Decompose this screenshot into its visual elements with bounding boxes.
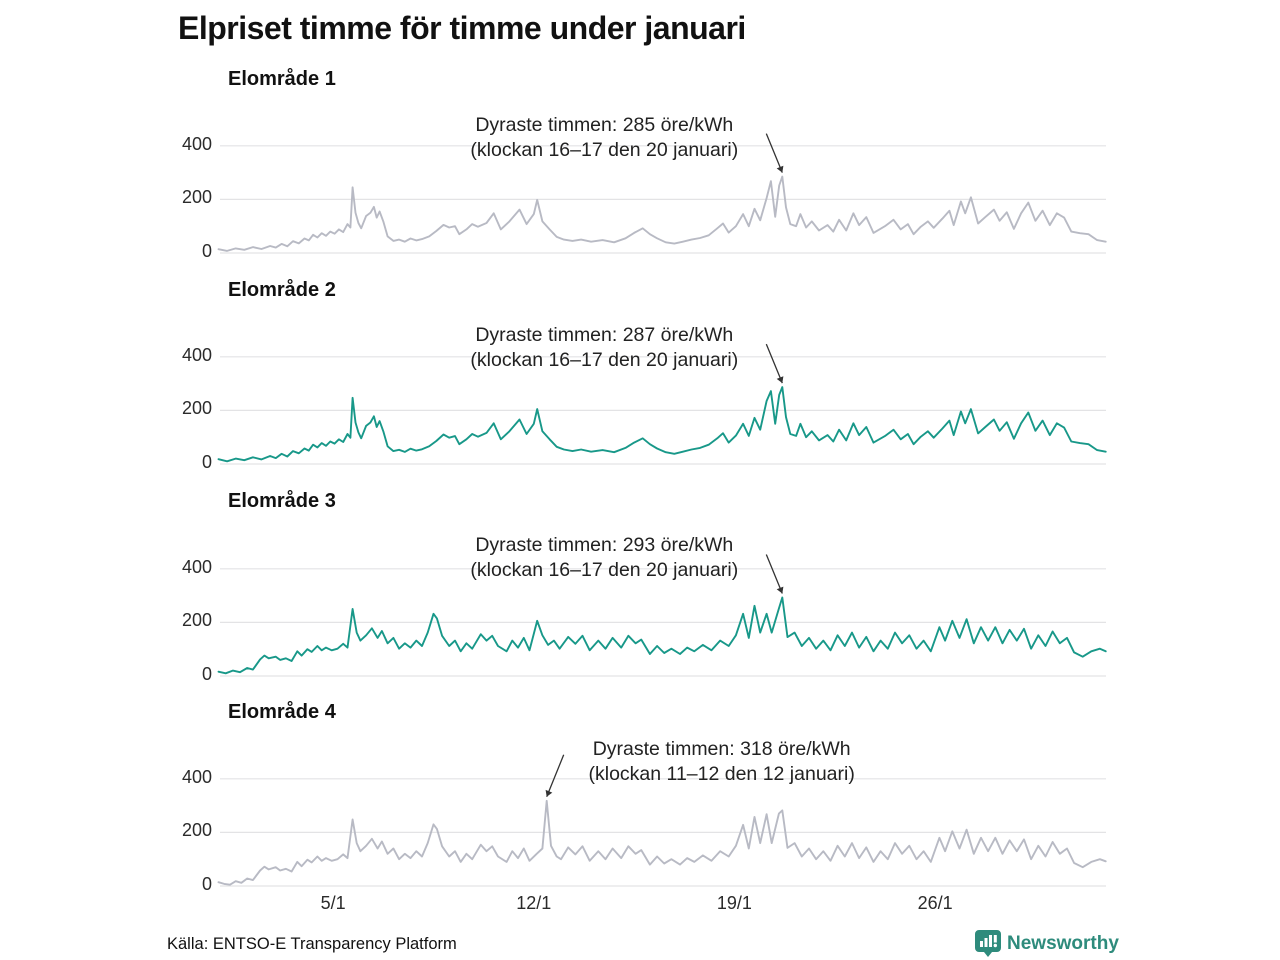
- y-tick-label: 200: [181, 820, 212, 841]
- annotation-dyraste-timmen: Dyraste timmen: 285 öre/kWh (klockan 16–1…: [374, 113, 834, 163]
- y-tick-label: 400: [181, 766, 212, 787]
- panel-label-elomrade-3: Elområde 3: [228, 490, 336, 512]
- y-tick-label: 200: [181, 187, 212, 208]
- x-tick-label: 5/1: [320, 893, 346, 913]
- panel-label-elomrade-2: Elområde 2: [228, 279, 336, 301]
- annotation-line1: Dyraste timmen: 293 öre/kWh: [475, 534, 734, 556]
- annotation-dyraste-timmen: Dyraste timmen: 318 öre/kWh (klockan 11–1…: [492, 737, 952, 787]
- x-tick-label: 12/1: [516, 893, 552, 913]
- source-text: Källa: ENTSO-E Transparency Platform: [167, 935, 457, 953]
- price-line-1: [217, 175, 1107, 252]
- y-tick-label: 0: [201, 452, 212, 472]
- annotation-line1: Dyraste timmen: 287 öre/kWh: [475, 324, 734, 346]
- y-tick-label: 0: [201, 241, 212, 261]
- newsworthy-logo-icon: [975, 930, 1001, 957]
- x-tick-label: 26/1: [917, 893, 953, 913]
- annotation-arrowhead: [545, 789, 553, 797]
- annotation-arrow: [765, 554, 783, 594]
- y-tick-label: 0: [201, 874, 212, 894]
- x-tick-label: 19/1: [716, 893, 752, 913]
- annotation-arrowhead: [776, 376, 784, 384]
- newsworthy-wordmark: Newsworthy: [1007, 933, 1119, 954]
- annotation-line2: (klockan 16–17 den 20 januari): [470, 349, 739, 371]
- y-tick-label: 200: [181, 610, 212, 631]
- annotation-arrowhead: [776, 586, 784, 594]
- annotation-line2: (klockan 16–17 den 20 januari): [470, 139, 739, 161]
- annotation-dyraste-timmen: Dyraste timmen: 287 öre/kWh (klockan 16–1…: [374, 323, 834, 373]
- annotation-line1: Dyraste timmen: 318 öre/kWh: [592, 738, 851, 760]
- price-line-4: [217, 799, 1107, 886]
- annotation-line2: (klockan 16–17 den 20 januari): [470, 559, 739, 581]
- price-line-3: [217, 596, 1107, 675]
- annotation-line2: (klockan 11–12 den 12 januari): [588, 763, 855, 785]
- annotation-arrowhead: [776, 165, 784, 173]
- y-tick-label: 400: [181, 344, 212, 365]
- annotation-arrow: [546, 754, 565, 798]
- page-title: Elpriset timme för timme under januari: [178, 10, 746, 46]
- y-tick-label: 0: [201, 664, 212, 684]
- panel-label-elomrade-1: Elområde 1: [228, 68, 336, 90]
- annotation-line1: Dyraste timmen: 285 öre/kWh: [475, 114, 734, 136]
- annotation-arrow: [765, 133, 783, 173]
- y-tick-label: 400: [181, 133, 212, 154]
- annotation-arrow: [765, 343, 783, 384]
- y-tick-label: 200: [181, 398, 212, 419]
- y-tick-label: 400: [181, 556, 212, 577]
- annotation-dyraste-timmen: Dyraste timmen: 293 öre/kWh (klockan 16–1…: [374, 533, 834, 583]
- price-line-2: [217, 386, 1107, 463]
- panel-label-elomrade-4: Elområde 4: [228, 701, 336, 723]
